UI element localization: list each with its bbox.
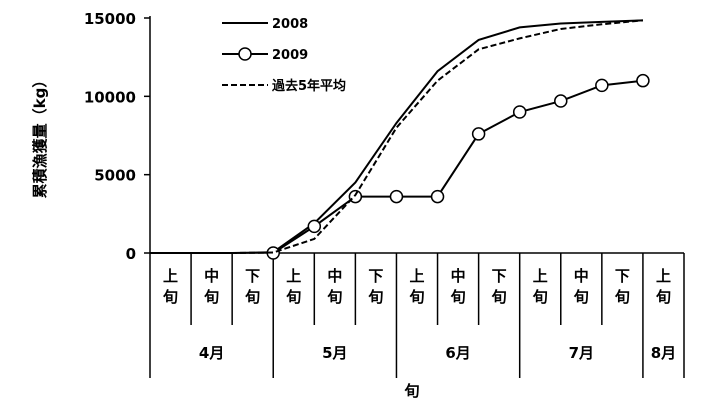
month-label: 4月 xyxy=(199,344,224,362)
series-line-過去5年平均 xyxy=(150,19,644,254)
y-axis-title-group: 累積漁獲量（kg） xyxy=(31,73,49,199)
x-tick-label: 旬 xyxy=(491,288,507,306)
x-tick-label: 下 xyxy=(492,267,507,285)
series-layer xyxy=(150,19,650,260)
data-point-2009 xyxy=(554,94,568,108)
data-point-2009 xyxy=(430,189,445,204)
data-point-2009 xyxy=(471,127,486,141)
x-tick-label: 上 xyxy=(163,267,178,285)
data-point-2009 xyxy=(636,73,650,88)
x-tick-label: 旬 xyxy=(408,288,424,306)
legend-label: 過去5年平均 xyxy=(271,78,346,94)
x-tick-label: 中 xyxy=(204,267,219,285)
x-tick-label: 旬 xyxy=(614,288,630,306)
x-tick-label: 中 xyxy=(451,267,466,285)
x-tick-label: 下 xyxy=(615,267,630,285)
legend-label: 2008 xyxy=(272,17,308,32)
x-tick-label: 上 xyxy=(656,267,671,285)
y-axis-title: 累積漁獲量（kg） xyxy=(31,73,49,199)
x-tick-label: 中 xyxy=(327,267,342,285)
series-line-2009 xyxy=(272,79,644,254)
x-tick-label: 旬 xyxy=(367,288,383,306)
y-axis-ticks: 0 5000 10000 15000 xyxy=(84,10,150,263)
x-tick-label: 旬 xyxy=(573,288,589,306)
x-tick-label: 旬 xyxy=(162,288,178,306)
x-tick-label: 下 xyxy=(368,267,383,285)
x-tick-label: 中 xyxy=(574,267,589,285)
y-tick-label: 5000 xyxy=(94,167,136,185)
legend: 2008 2009 過去5年平均 xyxy=(222,17,346,94)
month-label: 5月 xyxy=(322,344,347,362)
legend-marker xyxy=(238,47,252,61)
data-point-2009 xyxy=(307,219,322,234)
x-tick-label: 旬 xyxy=(285,288,301,306)
data-point-2009 xyxy=(595,78,609,93)
y-tick-label: 10000 xyxy=(84,88,136,106)
series-line-2008 xyxy=(150,19,643,254)
month-label: 7月 xyxy=(569,344,594,362)
month-label: 8月 xyxy=(651,344,676,362)
x-tick-label: 旬 xyxy=(532,288,548,306)
x-tick-label: 旬 xyxy=(326,288,342,306)
x-axis-title: 旬 xyxy=(403,382,419,400)
data-point-2009 xyxy=(389,189,404,204)
x-tick-label: 旬 xyxy=(203,288,219,306)
legend-label: 2009 xyxy=(272,48,308,63)
x-tick-label: 上 xyxy=(533,267,548,285)
data-point-2009 xyxy=(512,105,527,119)
month-label: 6月 xyxy=(445,344,470,362)
y-tick-label: 0 xyxy=(126,245,136,263)
y-tick-label: 15000 xyxy=(84,10,136,28)
x-tick-label: 下 xyxy=(245,267,260,285)
x-tick-label: 上 xyxy=(286,267,301,285)
x-tick-label: 旬 xyxy=(655,288,671,306)
x-tick-label: 上 xyxy=(409,267,424,285)
x-tick-label: 旬 xyxy=(244,288,260,306)
x-tick-label: 旬 xyxy=(450,288,466,306)
